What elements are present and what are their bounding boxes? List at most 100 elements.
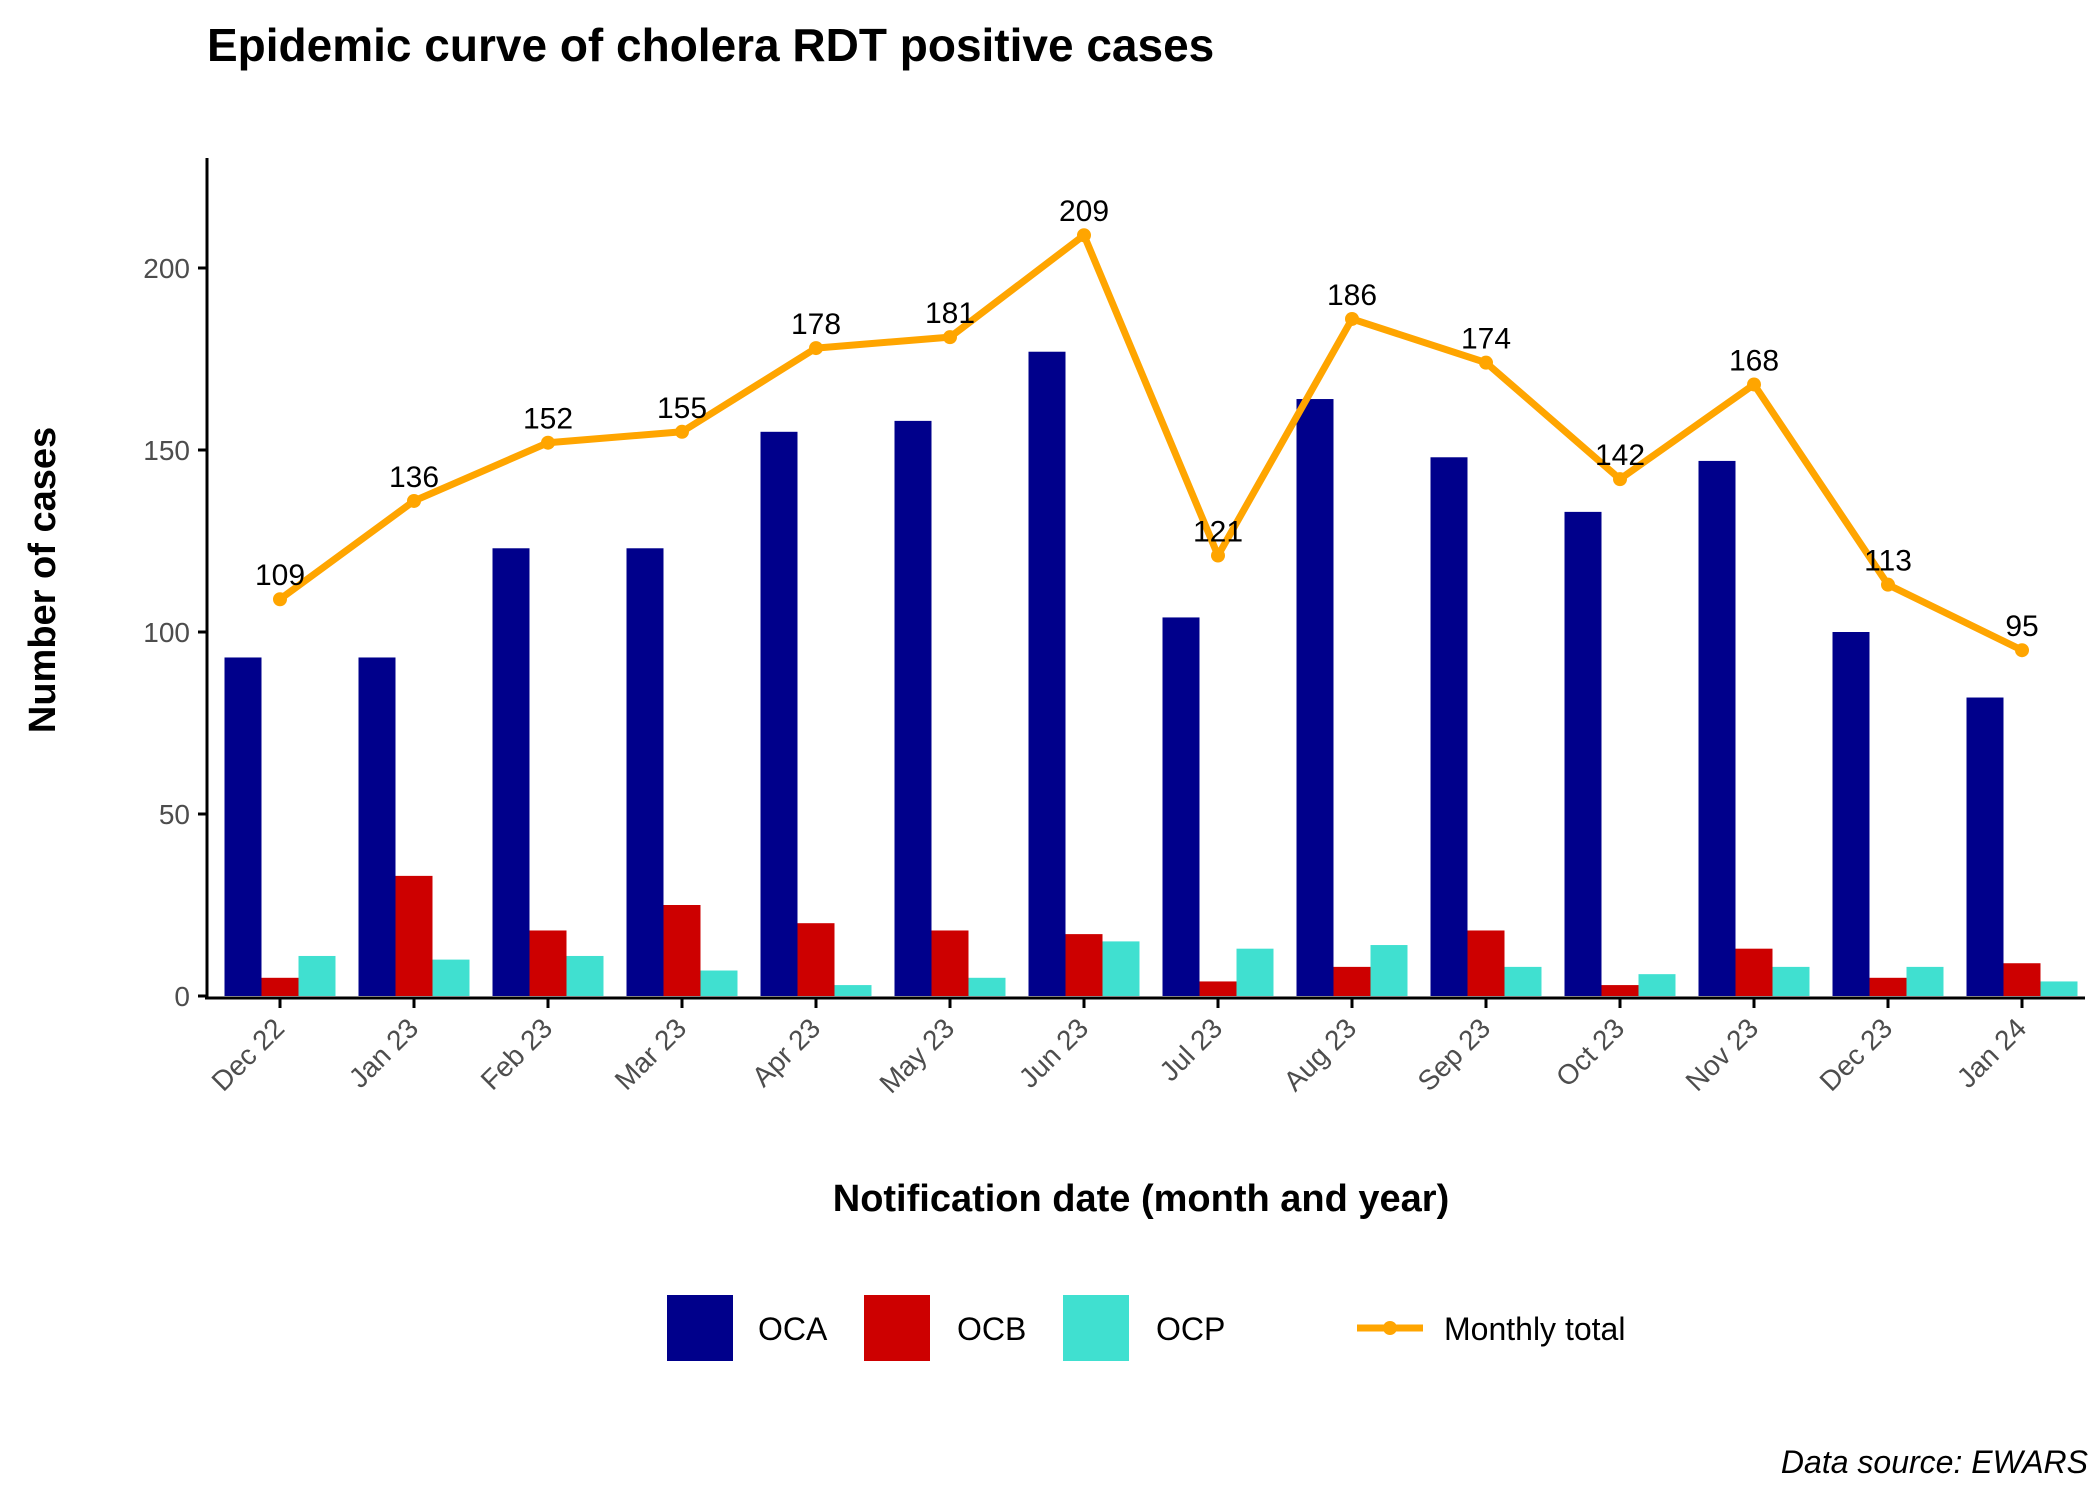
legend-swatch-ocp [1063,1295,1129,1361]
x-tick-label-13: Jan 24 [1951,1012,2032,1093]
bar-ocb-8 [1333,966,1371,996]
chart-title: Epidemic curve of cholera RDT positive c… [207,19,1214,71]
bar-ocb-1 [395,875,433,996]
bar-ocb-10 [1601,985,1639,996]
bar-oca-5 [894,420,932,996]
x-tick-label-0: Dec 22 [206,1012,291,1097]
bar-oca-3 [626,548,664,996]
monthly-total-point-2 [541,435,555,450]
x-tick-label-4: Apr 23 [746,1012,826,1092]
total-line-layer [273,228,2029,658]
bar-ocp-2 [566,955,604,996]
monthly-total-point-0 [273,592,287,607]
bar-oca-7 [1162,617,1200,996]
monthly-total-point-5 [943,330,957,345]
legend-label-ocb: OCB [957,1311,1026,1347]
bar-ocp-6 [1102,941,1140,996]
bar-oca-0 [224,657,262,996]
x-tick-label-10: Oct 23 [1550,1012,1630,1092]
bar-oca-13 [1966,697,2004,996]
data-labels-layer: 109 136 152 155 178 181 209 121 186 174 142 168 113 9… [255,195,2039,643]
x-tick-label-11: Nov 23 [1680,1012,1765,1097]
bar-oca-8 [1296,399,1334,996]
bar-ocb-11 [1735,948,1773,996]
monthly-total-point-1 [407,493,421,508]
monthly-total-label-10: 142 [1595,439,1645,472]
bar-oca-9 [1430,457,1468,996]
monthly-total-point-12 [1881,577,1895,592]
legend-label-ocp: OCP [1156,1311,1225,1347]
monthly-total-point-6 [1077,228,1091,243]
bar-ocb-12 [1869,977,1907,996]
monthly-total-label-4: 178 [791,308,841,341]
bar-oca-1 [358,657,396,996]
bar-oca-2 [492,548,530,996]
bar-ocp-11 [1772,966,1810,996]
x-tick-label-7: Jul 23 [1153,1012,1228,1087]
x-tick-label-1: Jan 23 [343,1012,424,1093]
monthly-total-label-2: 152 [523,403,573,436]
monthly-total-point-4 [809,341,823,356]
monthly-total-label-5: 181 [925,297,975,330]
legend-swatch-ocb [864,1295,930,1361]
monthly-total-point-9 [1479,355,1493,370]
legend-label-oca: OCA [758,1311,828,1347]
bar-ocb-4 [797,923,835,996]
bar-oca-11 [1698,460,1736,996]
bar-ocp-12 [1906,966,1944,996]
bar-ocb-5 [931,930,969,996]
bar-ocb-9 [1467,930,1505,996]
bar-ocp-7 [1236,948,1274,996]
bar-oca-6 [1028,351,1066,997]
x-axis-title: Notification date (month and year) [833,1178,1449,1220]
bar-ocp-5 [968,977,1006,996]
monthly-total-label-3: 155 [657,392,707,425]
monthly-total-point-10 [1613,472,1627,487]
y-tick-label-100: 100 [143,617,190,648]
bar-ocb-0 [261,977,299,996]
y-tick-label-150: 150 [143,435,190,466]
x-tick-label-5: May 23 [873,1012,960,1099]
bar-oca-12 [1832,632,1870,996]
x-tick-label-8: Aug 23 [1278,1012,1363,1097]
bar-oca-10 [1564,511,1602,996]
bar-ocb-2 [529,930,567,996]
monthly-total-label-13: 95 [2005,610,2038,643]
x-tick-label-12: Dec 23 [1814,1012,1899,1097]
monthly-total-label-11: 168 [1729,344,1779,377]
legend-swatch-oca [667,1295,733,1361]
bar-ocb-6 [1065,934,1103,996]
monthly-total-point-11 [1747,377,1761,392]
monthly-total-label-1: 136 [389,461,439,494]
bar-ocp-1 [432,959,470,996]
bar-ocp-8 [1370,945,1408,996]
monthly-total-point-7 [1211,548,1225,563]
bar-ocp-13 [2040,981,2078,996]
data-source-caption: Data source: EWARS [1781,1444,2088,1480]
x-tick-label-6: Jun 23 [1013,1012,1094,1093]
x-tick-label-2: Feb 23 [475,1012,559,1096]
bar-ocp-4 [834,985,872,996]
monthly-total-point-3 [675,424,689,439]
bar-ocp-3 [700,970,738,996]
bar-ocb-3 [663,905,701,996]
y-tick-label-0: 0 [174,981,190,1012]
legend-label-monthly-total: Monthly total [1444,1311,1625,1347]
y-tick-label-200: 200 [143,253,190,284]
monthly-total-point-8 [1345,311,1359,326]
monthly-total-label-9: 174 [1461,323,1511,356]
bar-ocp-9 [1504,966,1542,996]
legend: OCA OCB OCP Monthly total [667,1295,1625,1361]
y-axis-title: Number of cases [22,427,64,733]
y-tick-label-50: 50 [159,799,190,830]
monthly-total-label-0: 109 [255,559,305,592]
x-tick-label-3: Mar 23 [609,1012,693,1096]
monthly-total-label-7: 121 [1193,516,1243,549]
monthly-total-line [276,231,2026,654]
monthly-total-label-8: 186 [1327,279,1377,312]
legend-marker-monthly-total [1383,1321,1397,1335]
monthly-total-point-13 [2015,643,2029,658]
monthly-total-label-6: 209 [1059,195,1109,228]
bar-ocb-13 [2003,963,2041,996]
